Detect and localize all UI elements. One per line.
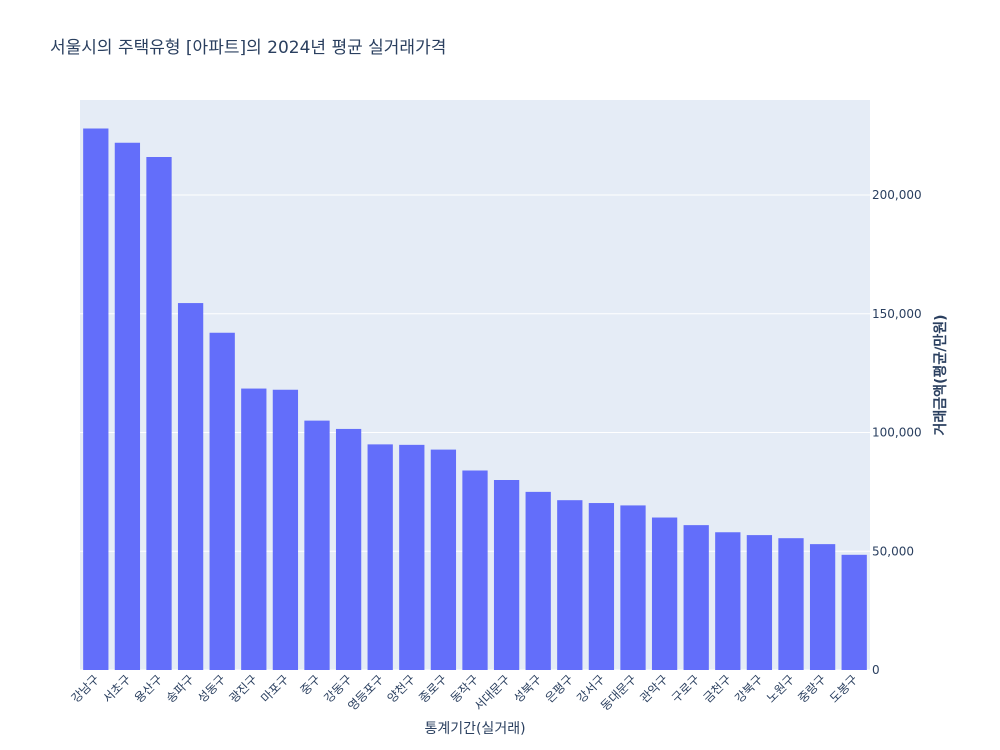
y-tick-label: 200,000 [872, 188, 922, 202]
x-tick-label: 강북구 [732, 672, 765, 705]
y-tick-label: 150,000 [872, 307, 922, 321]
x-tick-label: 영등포구 [345, 672, 386, 713]
x-tick-label: 노원구 [764, 672, 797, 705]
x-tick-label: 구로구 [669, 672, 702, 705]
y-tick-label: 100,000 [872, 426, 922, 440]
x-tick-label: 은평구 [543, 672, 576, 705]
bar[interactable] [778, 538, 804, 670]
bar[interactable] [83, 128, 109, 671]
x-tick-label: 도봉구 [827, 672, 860, 705]
bar[interactable] [209, 332, 235, 670]
x-tick-label: 서초구 [100, 672, 133, 705]
bar[interactable] [651, 517, 678, 670]
bar[interactable] [557, 500, 583, 670]
bar[interactable] [146, 157, 172, 670]
x-tick-label: 용산구 [132, 672, 165, 705]
bar[interactable] [620, 505, 646, 670]
bar[interactable] [462, 470, 488, 671]
bars [83, 128, 867, 671]
bar[interactable] [493, 480, 520, 670]
x-tick-label: 중구 [298, 672, 324, 698]
x-tick-label: 서대문구 [472, 672, 513, 713]
y-axis-ticks: 0 50,000 100,000 150,000 200,000 [872, 188, 922, 677]
bar[interactable] [304, 420, 330, 670]
x-tick-label: 성동구 [195, 672, 228, 705]
x-tick-label: 중랑구 [795, 672, 828, 705]
bar[interactable] [683, 525, 709, 670]
bar[interactable] [335, 428, 362, 670]
bar[interactable] [588, 503, 615, 670]
x-tick-label: 강남구 [69, 672, 102, 705]
bar[interactable] [272, 389, 299, 670]
y-tick-label: 0 [872, 663, 880, 677]
bar[interactable] [525, 491, 551, 670]
x-tick-label: 관악구 [637, 672, 670, 705]
bar[interactable] [367, 444, 393, 670]
bar[interactable] [177, 303, 204, 670]
x-tick-label: 성북구 [511, 672, 544, 705]
x-tick-label: 동대문구 [598, 672, 639, 713]
bar[interactable] [746, 535, 773, 670]
bar[interactable] [841, 554, 867, 670]
bar[interactable] [809, 544, 836, 670]
bar[interactable] [114, 142, 141, 670]
bar[interactable] [241, 388, 267, 670]
y-axis-title: 거래금액(평균/만원) [932, 315, 949, 436]
x-tick-label: 양천구 [384, 672, 418, 706]
x-tick-label: 마포구 [258, 672, 291, 705]
bar[interactable] [430, 449, 457, 670]
bar[interactable] [399, 444, 425, 670]
x-tick-label: 금천구 [700, 672, 734, 706]
bar[interactable] [715, 532, 741, 670]
x-tick-label: 광진구 [227, 672, 260, 705]
y-tick-label: 50,000 [872, 544, 914, 558]
x-tick-label: 송파구 [163, 672, 196, 705]
chart-title: 서울시의 주택유형 [아파트]의 2024년 평균 실거래가격 [50, 38, 447, 58]
x-axis-title: 통계기간(실거래) [424, 721, 525, 737]
x-tick-label: 종로구 [416, 672, 449, 705]
